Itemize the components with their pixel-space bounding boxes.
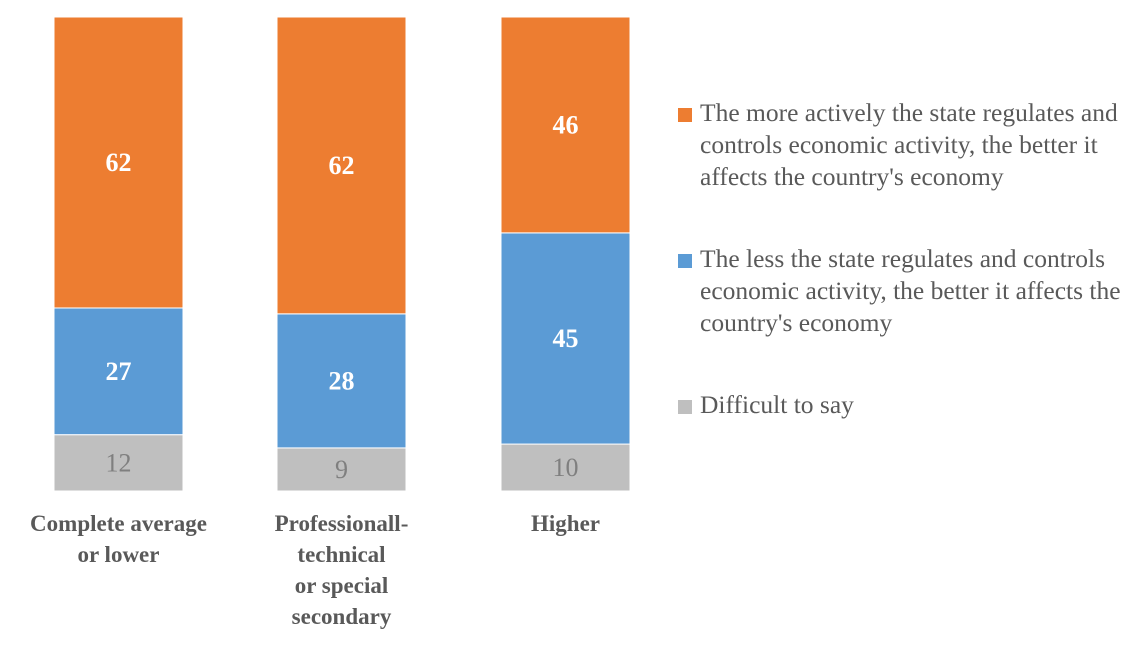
legend-label: The more actively the state regulates an… <box>700 98 1118 191</box>
category-label: Complete average or lower <box>30 511 207 567</box>
legend: The more actively the state regulates an… <box>678 97 1138 421</box>
bar-segment <box>276 313 407 449</box>
legend-swatch-gray <box>678 400 692 414</box>
data-label: 62 <box>106 148 132 177</box>
bar-segment <box>53 434 184 492</box>
category-label: Higher <box>531 511 600 536</box>
data-label: 28 <box>329 366 355 395</box>
legend-label: Difficult to say <box>700 390 854 419</box>
data-label: 10 <box>553 453 579 482</box>
bar-segment <box>53 16 184 309</box>
bar-segment <box>53 307 184 436</box>
legend-item-more-regulation: The more actively the state regulates an… <box>678 97 1138 193</box>
data-label: 45 <box>553 324 579 353</box>
legend-item-difficult: Difficult to say <box>678 389 1138 421</box>
legend-swatch-orange <box>678 108 692 122</box>
data-label: 9 <box>335 455 348 484</box>
bar-segment <box>500 232 631 445</box>
bar-segment <box>500 443 631 492</box>
stacked-bar-chart: 12 27 62 Complete average or lower 9 28 62 Profe… <box>30 16 631 629</box>
data-label: 27 <box>106 357 132 386</box>
legend-item-less-regulation: The less the state regulates and control… <box>678 243 1138 339</box>
data-label: 12 <box>106 448 132 477</box>
bar-segment <box>500 16 631 234</box>
legend-label: The less the state regulates and control… <box>700 244 1121 337</box>
category-label: Professionall-technical or special seconda… <box>275 511 409 629</box>
data-label: 46 <box>553 110 579 139</box>
legend-swatch-blue <box>678 254 692 268</box>
bar-segment <box>276 16 407 315</box>
data-label: 62 <box>329 151 355 180</box>
bar-segment <box>276 447 407 492</box>
